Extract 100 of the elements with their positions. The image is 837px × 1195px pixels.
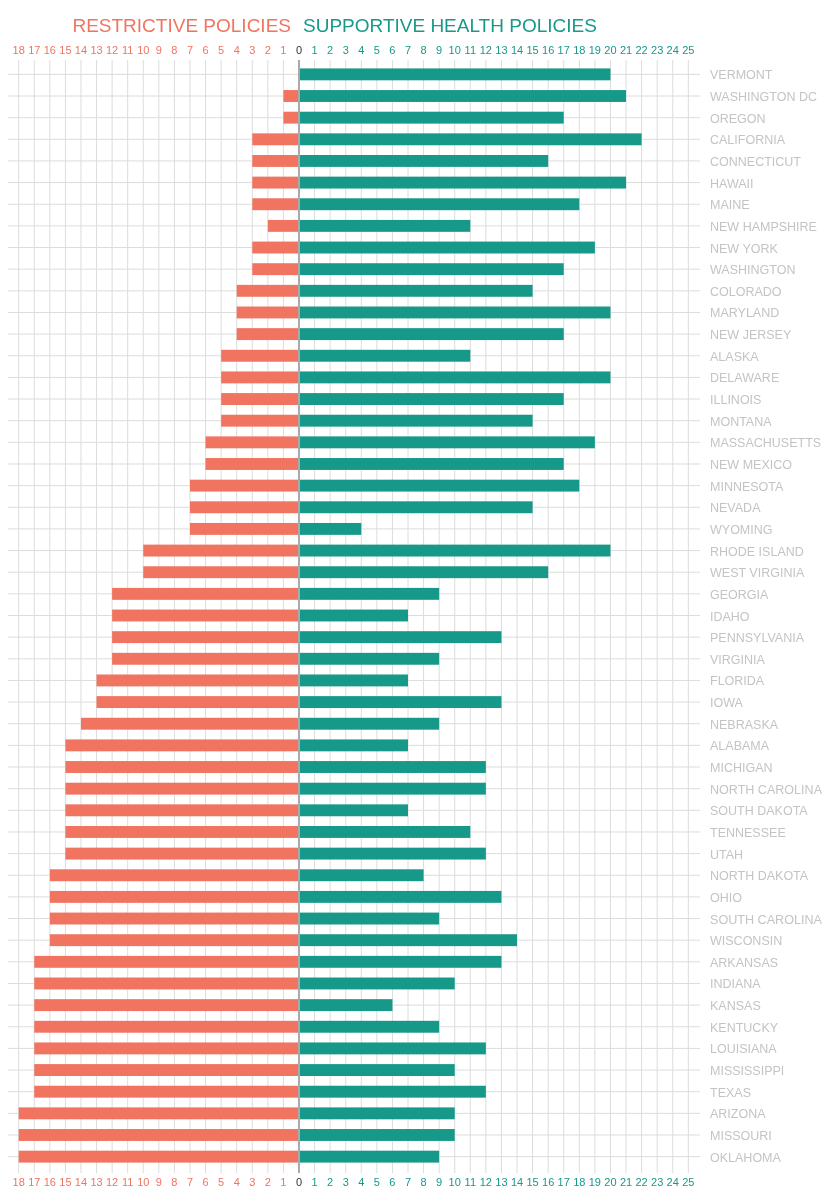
y-tick-label: TEXAS <box>710 1085 751 1100</box>
y-tick-label: IDAHO <box>710 609 750 624</box>
x2-tick-label: 14 <box>510 1176 524 1188</box>
x-tick-label: 20 <box>604 44 617 56</box>
y-tick-label: CALIFORNIA <box>710 133 786 148</box>
bar <box>283 111 298 124</box>
bar <box>299 826 471 838</box>
y-tick-label: INDIANA <box>710 977 762 992</box>
bar <box>80 717 298 730</box>
bar <box>299 371 611 384</box>
bar <box>299 522 362 535</box>
x2-tick-label: 18 <box>12 1176 25 1188</box>
bar <box>299 782 486 795</box>
bar <box>299 717 440 730</box>
y-tick-label: SOUTH DAKOTA <box>710 804 809 819</box>
bar <box>34 977 298 990</box>
bar <box>49 869 298 882</box>
y-tick-label: FLORIDA <box>710 674 765 689</box>
x2-tick-label: 3 <box>342 1176 349 1188</box>
bar <box>221 349 298 362</box>
bar <box>299 436 595 449</box>
x2-tick-label: 21 <box>619 1176 633 1188</box>
bar <box>221 414 298 427</box>
x2-tick-label: 19 <box>588 1176 602 1188</box>
y-tick-label: MAINE <box>710 198 750 213</box>
x2-tick-label: 25 <box>682 1176 695 1188</box>
bar <box>189 479 298 492</box>
bar <box>49 890 298 903</box>
bar <box>18 1107 298 1120</box>
y-tick-label: NEBRASKA <box>710 717 779 732</box>
x-tick-label: 17 <box>557 44 570 56</box>
bar <box>299 284 533 297</box>
x-tick-label: 11 <box>464 44 477 56</box>
x-tick-label: 4 <box>233 44 240 56</box>
x-tick-label: 4 <box>358 44 365 56</box>
y-tick-label: VIRGINIA <box>710 652 766 667</box>
text: RESTRICTIVE POLICIES <box>72 15 291 36</box>
bar <box>299 739 409 752</box>
y-tick-label: KANSAS <box>710 999 761 1014</box>
y-tick-label: TENNESSEE <box>710 825 786 840</box>
y-tick-label: NEW HAMPSHIRE <box>710 219 817 234</box>
x-tick-label: 24 <box>666 44 679 56</box>
bar <box>143 544 298 557</box>
y-tick-label: ILLINOIS <box>710 393 762 408</box>
x-tick-label: 18 <box>12 44 25 56</box>
bar <box>189 501 298 514</box>
bar <box>34 999 298 1012</box>
x2-tick-label: 0 <box>295 1176 303 1188</box>
y-tick-label: MINNESOTA <box>710 479 785 494</box>
bar <box>299 934 518 947</box>
y-tick-label: GEORGIA <box>710 587 770 602</box>
x-tick-label: 15 <box>59 44 72 56</box>
bar <box>34 955 298 968</box>
bar <box>34 1042 298 1055</box>
x-tick-label: 6 <box>389 44 396 56</box>
x2-tick-label: 18 <box>573 1176 586 1188</box>
y-tick-label: PENNSYLVANIA <box>710 631 805 646</box>
y-tick-label: LOUISIANA <box>710 1042 778 1057</box>
y-tick-label: OHIO <box>710 890 743 905</box>
bar <box>236 328 298 341</box>
x2-tick-label: 10 <box>137 1176 150 1188</box>
bar <box>299 544 611 557</box>
bar <box>65 847 298 860</box>
bar <box>18 1150 298 1163</box>
bar <box>299 414 533 427</box>
y-tick-label: WEST VIRGINIA <box>710 566 805 581</box>
x-tick-label: 21 <box>619 44 633 56</box>
y-tick-label: OKLAHOMA <box>710 1150 782 1165</box>
bar <box>65 782 298 795</box>
bar <box>221 371 298 384</box>
y-tick-label: KENTUCKY <box>710 1020 779 1035</box>
bar <box>299 1064 455 1076</box>
y-tick-label: MARYLAND <box>710 306 780 321</box>
y-tick-label: IOWA <box>710 696 744 711</box>
y-tick-label: MISSISSIPPI <box>710 1064 785 1079</box>
bar <box>65 826 298 838</box>
x-tick-label: 15 <box>526 44 539 56</box>
x2-tick-label: 13 <box>90 1176 103 1188</box>
y-tick-label: MICHIGAN <box>710 761 773 776</box>
x2-tick-label: 17 <box>557 1176 570 1188</box>
bar <box>252 133 298 146</box>
bar <box>299 176 627 189</box>
y-tick-label: DELAWARE <box>710 371 780 386</box>
x-tick-label: 22 <box>635 44 648 56</box>
x2-tick-label: 11 <box>121 1176 134 1188</box>
bar <box>299 869 424 882</box>
bar <box>299 68 611 81</box>
x2-tick-label: 3 <box>249 1176 256 1188</box>
x-tick-label: 17 <box>28 44 41 56</box>
x2-tick-label: 11 <box>464 1176 477 1188</box>
y-tick-label: RHODE ISLAND <box>710 544 804 559</box>
bar <box>299 393 564 405</box>
y-tick-label: COLORADO <box>710 284 782 299</box>
x-tick-label: 3 <box>342 44 349 56</box>
bar <box>112 652 298 665</box>
bar <box>299 999 393 1012</box>
bar <box>205 458 298 470</box>
x2-tick-label: 16 <box>542 1176 555 1188</box>
bar <box>299 1107 455 1120</box>
bar <box>299 652 440 665</box>
